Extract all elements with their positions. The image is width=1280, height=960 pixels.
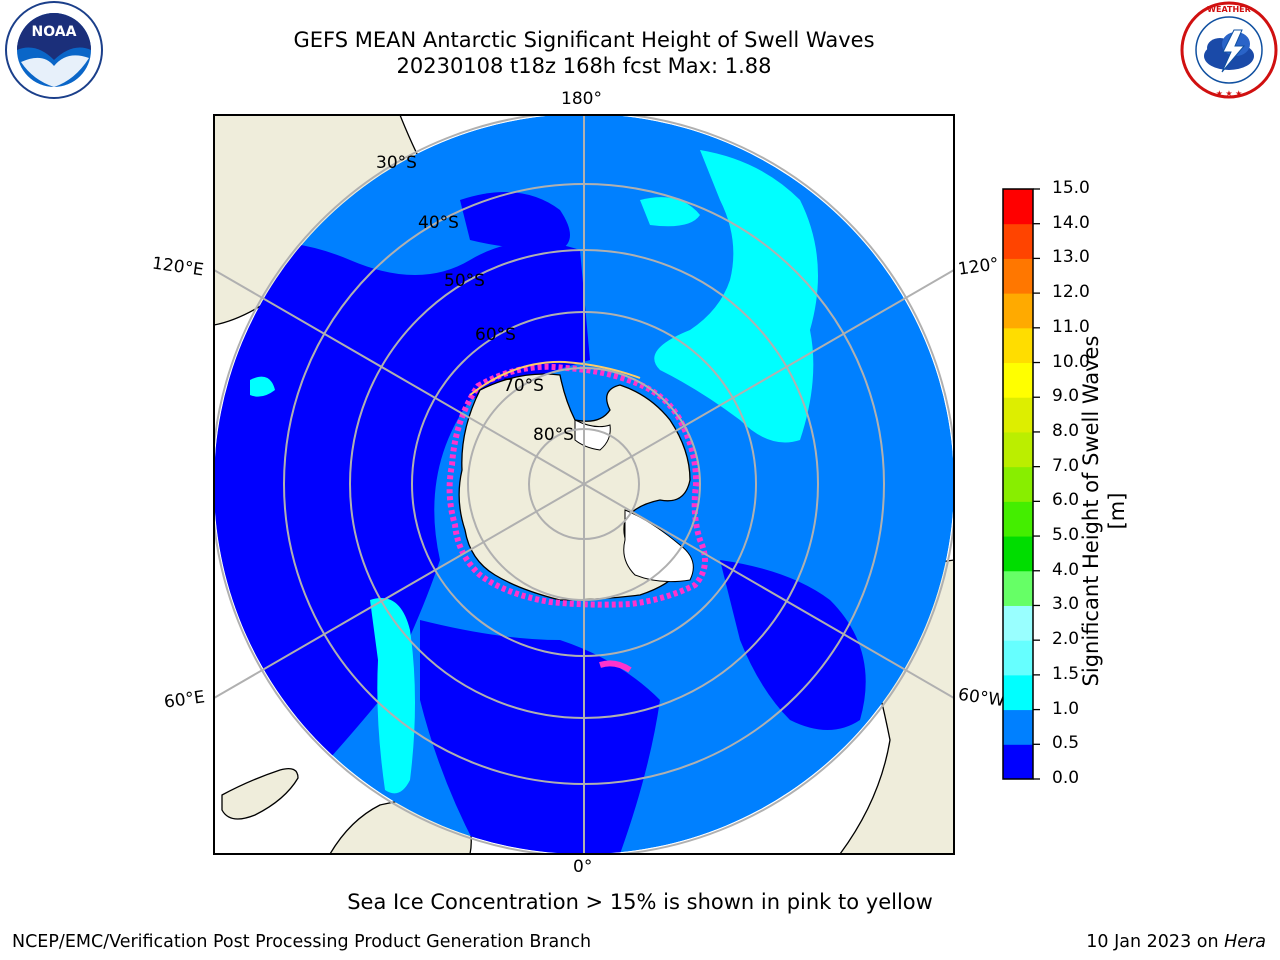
chart-subtitle: 20230108 t18z 168h fcst Max: 1.88 bbox=[396, 54, 772, 78]
colorbar-segment bbox=[1003, 501, 1033, 537]
national-weather-service-logo-icon: WEATHER ★ ★ ★ bbox=[1180, 1, 1278, 99]
colorbar-segment bbox=[1003, 189, 1033, 225]
chart-title: GEFS MEAN Antarctic Significant Height o… bbox=[293, 28, 875, 52]
colorbar bbox=[1002, 188, 1040, 780]
lat-label-30s: 30°S bbox=[376, 153, 417, 173]
colorbar-tick-label: 7.0 bbox=[1052, 455, 1080, 476]
colorbar-segment bbox=[1003, 709, 1033, 745]
colorbar-tick-label: 10.0 bbox=[1052, 351, 1090, 372]
lat-label-70s: 70°S bbox=[503, 376, 544, 396]
colorbar-tick-label: 6.0 bbox=[1052, 490, 1080, 511]
colorbar-segment bbox=[1003, 431, 1033, 468]
colorbar-tick-label: 14.0 bbox=[1052, 212, 1090, 233]
colorbar-tick-label: 11.0 bbox=[1052, 316, 1090, 337]
colorbar-tick-label: 13.0 bbox=[1052, 247, 1090, 268]
colorbar-segment bbox=[1003, 570, 1033, 606]
sea-ice-edge bbox=[446, 363, 708, 608]
colorbar-tick-label: 1.5 bbox=[1052, 663, 1080, 684]
colorbar-tick-label: 1.0 bbox=[1052, 698, 1080, 719]
colorbar-segment bbox=[1003, 362, 1033, 398]
lat-label-50s: 50°S bbox=[444, 271, 485, 291]
colorbar-tick-label: 9.0 bbox=[1052, 386, 1080, 407]
noaa-logo-icon: NOAA bbox=[5, 1, 103, 99]
noaa-logo-text: NOAA bbox=[32, 24, 77, 40]
footer-date: 10 Jan 2023 on Hera bbox=[1086, 932, 1266, 952]
land-madagascar bbox=[221, 767, 299, 820]
cyan-swell-region-pacific bbox=[654, 150, 818, 443]
colorbar-tick-label: 5.0 bbox=[1052, 525, 1080, 546]
colorbar-tick-label: 0.0 bbox=[1052, 768, 1080, 788]
colorbar-segment bbox=[1003, 674, 1033, 711]
colorbar-segment bbox=[1003, 605, 1033, 641]
colorbar-segment bbox=[1003, 327, 1033, 364]
colorbar-segment bbox=[1003, 640, 1033, 676]
footer-branch: NCEP/EMC/Verification Post Processing Pr… bbox=[12, 932, 592, 952]
colorbar-segment bbox=[1003, 466, 1033, 502]
lat-label-80s: 80°S bbox=[533, 425, 574, 445]
colorbar-tick-label: 4.0 bbox=[1052, 559, 1080, 580]
colorbar-segment bbox=[1003, 744, 1033, 780]
sea-ice-caption: Sea Ice Concentration > 15% is shown in … bbox=[347, 890, 933, 914]
colorbar-label: Significant Height of Swell Waves [m] bbox=[1079, 335, 1129, 687]
colorbar-tick-label: 12.0 bbox=[1052, 282, 1090, 303]
svg-text:WEATHER: WEATHER bbox=[1207, 5, 1251, 14]
lon-label-top: 180° bbox=[561, 89, 602, 109]
colorbar-segment bbox=[1003, 397, 1033, 433]
footer-machine: Hera bbox=[1224, 932, 1266, 952]
lat-label-40s: 40°S bbox=[418, 213, 459, 233]
colorbar-tick-label: 15.0 bbox=[1052, 178, 1090, 198]
footer-date-text: 10 Jan 2023 on bbox=[1086, 932, 1225, 952]
svg-text:★ ★ ★: ★ ★ ★ bbox=[1216, 89, 1243, 98]
colorbar-segment bbox=[1003, 293, 1033, 329]
cyan-swell-region-indian bbox=[370, 598, 415, 794]
lon-label-bottom: 0° bbox=[573, 857, 593, 877]
colorbar-segment bbox=[1003, 258, 1033, 294]
lat-label-60s: 60°S bbox=[475, 325, 516, 345]
colorbar-tick-label: 8.0 bbox=[1052, 420, 1080, 441]
colorbar-tick-label: 0.5 bbox=[1052, 733, 1080, 754]
colorbar-segment bbox=[1003, 223, 1033, 259]
colorbar-tick-label: 3.0 bbox=[1052, 594, 1080, 615]
colorbar-segment bbox=[1003, 536, 1033, 572]
colorbar-tick-label: 2.0 bbox=[1052, 629, 1080, 650]
